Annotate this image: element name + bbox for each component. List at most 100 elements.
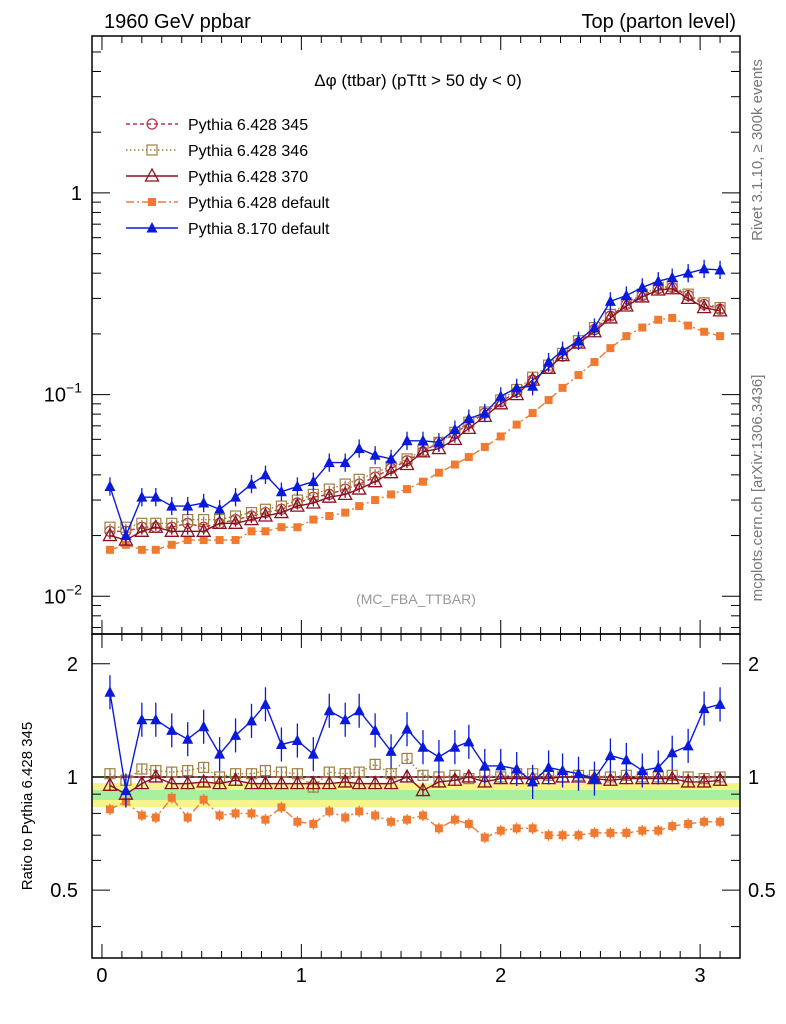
main-line bbox=[109, 285, 721, 528]
ratio-point bbox=[604, 749, 616, 761]
ratio-point bbox=[698, 702, 710, 714]
ratio-series-group-2 bbox=[102, 768, 728, 800]
ratio-point bbox=[716, 817, 725, 826]
ratio-point bbox=[464, 819, 473, 828]
main-point bbox=[696, 299, 712, 314]
ratio-point bbox=[227, 771, 244, 786]
ratio-point bbox=[636, 764, 648, 776]
main-point bbox=[572, 334, 584, 346]
ratio-point bbox=[120, 784, 132, 796]
main-point bbox=[166, 500, 178, 511]
ratio-tick-label-right: 2 bbox=[748, 654, 759, 676]
main-point bbox=[700, 327, 709, 336]
ratio-tick-label-right: 1 bbox=[748, 767, 759, 789]
main-point bbox=[496, 432, 505, 441]
ratio-point bbox=[150, 713, 162, 725]
main-point bbox=[385, 452, 397, 464]
ratio-point bbox=[293, 817, 302, 826]
main-point bbox=[433, 436, 445, 447]
ratio-point bbox=[620, 753, 632, 765]
ratio-point bbox=[399, 768, 415, 783]
legend-label: Pythia 6.428 default bbox=[188, 195, 330, 212]
legend-marker bbox=[146, 222, 158, 233]
ratio-series-layer bbox=[102, 675, 728, 844]
ratio-point bbox=[243, 775, 260, 790]
ratio-point bbox=[385, 745, 397, 756]
ratio-point bbox=[247, 809, 256, 818]
ratio-point bbox=[417, 769, 429, 781]
ratio-point bbox=[151, 813, 160, 822]
x-tick-label: 2 bbox=[495, 965, 506, 987]
main-point bbox=[574, 371, 583, 380]
main-point bbox=[199, 536, 208, 545]
main-point bbox=[243, 511, 260, 526]
main-point bbox=[403, 485, 412, 494]
main-point bbox=[321, 488, 337, 503]
ratio-point bbox=[433, 751, 445, 762]
ratio-point bbox=[164, 775, 180, 790]
main-point bbox=[167, 540, 176, 549]
main-point bbox=[716, 332, 725, 341]
main-point bbox=[634, 288, 650, 303]
main-series-group-2 bbox=[102, 280, 728, 546]
legend-label: Pythia 6.428 346 bbox=[188, 143, 308, 160]
ratio-point bbox=[212, 775, 228, 790]
ratio-point bbox=[495, 759, 507, 771]
ratio-line bbox=[109, 757, 721, 788]
x-axis-ticks: 0 1 2 3 bbox=[96, 36, 741, 987]
ratio-point bbox=[383, 775, 399, 790]
main-point bbox=[557, 344, 569, 356]
ratio-point bbox=[544, 831, 553, 840]
main-point bbox=[339, 478, 351, 490]
ratio-point bbox=[257, 775, 274, 790]
main-point bbox=[666, 271, 678, 283]
ratio-point bbox=[572, 767, 584, 779]
main-point bbox=[307, 475, 319, 487]
ratio-point bbox=[337, 773, 353, 788]
ratio-point bbox=[493, 770, 509, 785]
ratio-point bbox=[622, 828, 631, 837]
main-point bbox=[102, 527, 118, 542]
main-point bbox=[652, 275, 664, 286]
main-point bbox=[509, 386, 525, 401]
ratio-point bbox=[401, 723, 413, 734]
legend-marker bbox=[144, 167, 160, 182]
main-point bbox=[431, 440, 447, 455]
main-point bbox=[355, 502, 364, 511]
ratio-point bbox=[339, 713, 351, 725]
ratio-point bbox=[321, 775, 337, 790]
main-point bbox=[257, 507, 274, 522]
ratio-point bbox=[291, 734, 303, 746]
main-line bbox=[109, 268, 721, 538]
ratio-point bbox=[668, 822, 677, 831]
ratio-point bbox=[230, 729, 242, 740]
main-point bbox=[371, 496, 380, 505]
watermark: (MC_FBA_TTBAR) bbox=[356, 591, 476, 607]
main-point bbox=[341, 508, 350, 517]
main-point bbox=[182, 500, 194, 511]
ratio-point bbox=[714, 698, 726, 709]
main-point bbox=[558, 383, 567, 392]
main-point bbox=[120, 529, 132, 541]
main-point bbox=[369, 449, 381, 460]
ratio-point bbox=[511, 762, 523, 774]
main-point bbox=[463, 412, 475, 424]
ratio-point bbox=[341, 813, 350, 822]
ratio-point bbox=[447, 771, 463, 786]
ratio-tick-label: 0.5 bbox=[50, 880, 78, 902]
ratio-point bbox=[512, 824, 521, 833]
main-point bbox=[277, 523, 286, 532]
header-right: Top (parton level) bbox=[581, 11, 736, 33]
ratio-point bbox=[403, 815, 412, 824]
main-point bbox=[339, 456, 351, 468]
main-line bbox=[109, 286, 721, 532]
main-point bbox=[636, 281, 648, 292]
ratio-point bbox=[199, 795, 208, 804]
ratio-point bbox=[137, 811, 146, 820]
main-point bbox=[590, 358, 599, 367]
ratio-point bbox=[418, 811, 427, 820]
ratio-point bbox=[602, 771, 618, 786]
ratio-point bbox=[325, 807, 334, 816]
main-point bbox=[261, 527, 270, 536]
ratio-point bbox=[351, 775, 367, 790]
